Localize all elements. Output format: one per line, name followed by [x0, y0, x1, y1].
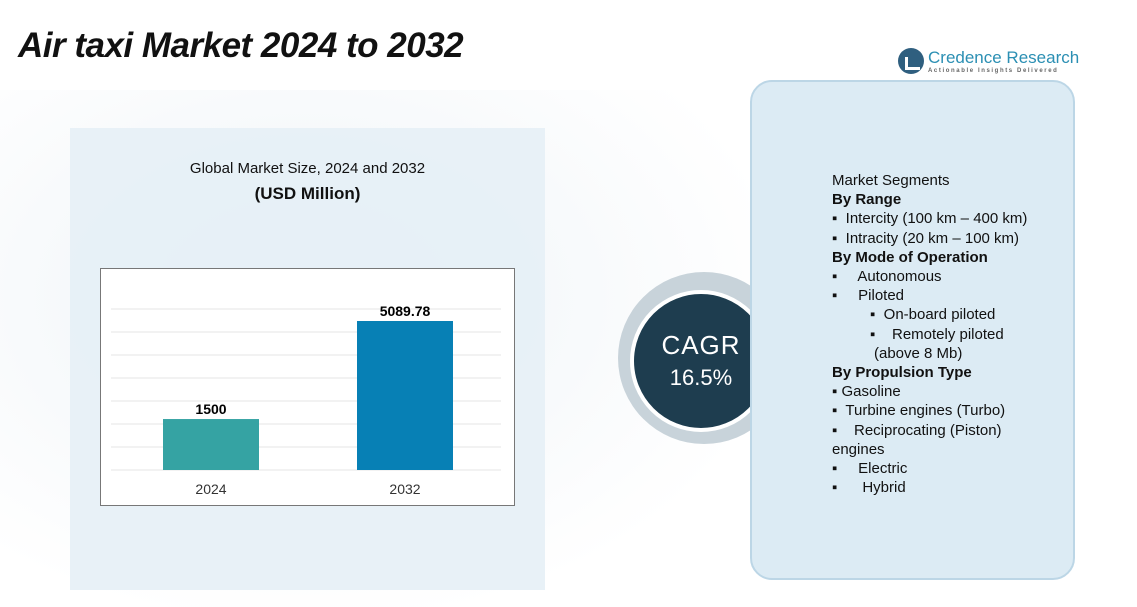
segment-item: ▪ Autonomous: [832, 268, 942, 286]
segment-item: ▪ Turbine engines (Turbo): [832, 402, 1006, 420]
logo-tagline: Actionable Insights Delivered: [928, 68, 1059, 74]
cagr-badge: CAGR 16.5%: [630, 290, 772, 432]
segment-item: ▪ Intracity (20 km – 100 km): [832, 229, 1020, 247]
segment-item: ▪ Electric: [832, 460, 908, 478]
market-segments-list: Market Segments By Range ▪ Intercity (100 …: [832, 171, 1027, 497]
cagr-label: CAGR: [661, 330, 741, 360]
x-tick-label: 2032: [389, 481, 420, 497]
x-tick-label: 2024: [195, 481, 226, 497]
segment-head: Market Segments: [832, 172, 950, 189]
chart-subtitle: Global Market Size, 2024 and 2032: [189, 160, 426, 177]
credence-logo: Credence Research Actionable Insights De…: [898, 48, 1079, 74]
bar-2024: [163, 419, 259, 470]
segment-bold: By Propulsion Type: [832, 364, 972, 382]
segment-cont: (above 8 Mb): [874, 344, 963, 362]
bar-value-label: 5089.78: [380, 303, 431, 319]
bar-chart: 1500 2024 5089.78 2032: [100, 268, 515, 506]
segment-item: ▪ Gasoline: [832, 383, 901, 401]
logo-name: Credence Research: [928, 48, 1080, 67]
page-title: Air taxi Market 2024 to 2032: [18, 26, 464, 65]
segment-plain: engines: [832, 440, 885, 458]
bar-chart-svg: 1500 2024 5089.78 2032: [111, 303, 501, 497]
segment-item: ▪ Piloted: [832, 287, 905, 305]
segment-sub: ▪ Remotely piloted: [870, 325, 1004, 343]
segment-item: ▪ Reciprocating (Piston): [832, 421, 1002, 439]
segment-bold: By Range: [832, 191, 902, 209]
logo-chart-icon: [898, 48, 924, 74]
bar-2032: [357, 320, 453, 470]
market-segments-panel: [750, 80, 1075, 580]
segment-sub: ▪ On-board piloted: [870, 306, 996, 324]
segment-item: ▪ Intercity (100 km – 400 km): [832, 210, 1028, 228]
segment-item: ▪ Hybrid: [832, 479, 906, 497]
chart-unit: (USD Million): [254, 184, 361, 203]
bar-value-label: 1500: [195, 401, 226, 417]
cagr-value: 16.5%: [669, 365, 733, 390]
segment-bold: By Mode of Operation: [832, 248, 988, 266]
